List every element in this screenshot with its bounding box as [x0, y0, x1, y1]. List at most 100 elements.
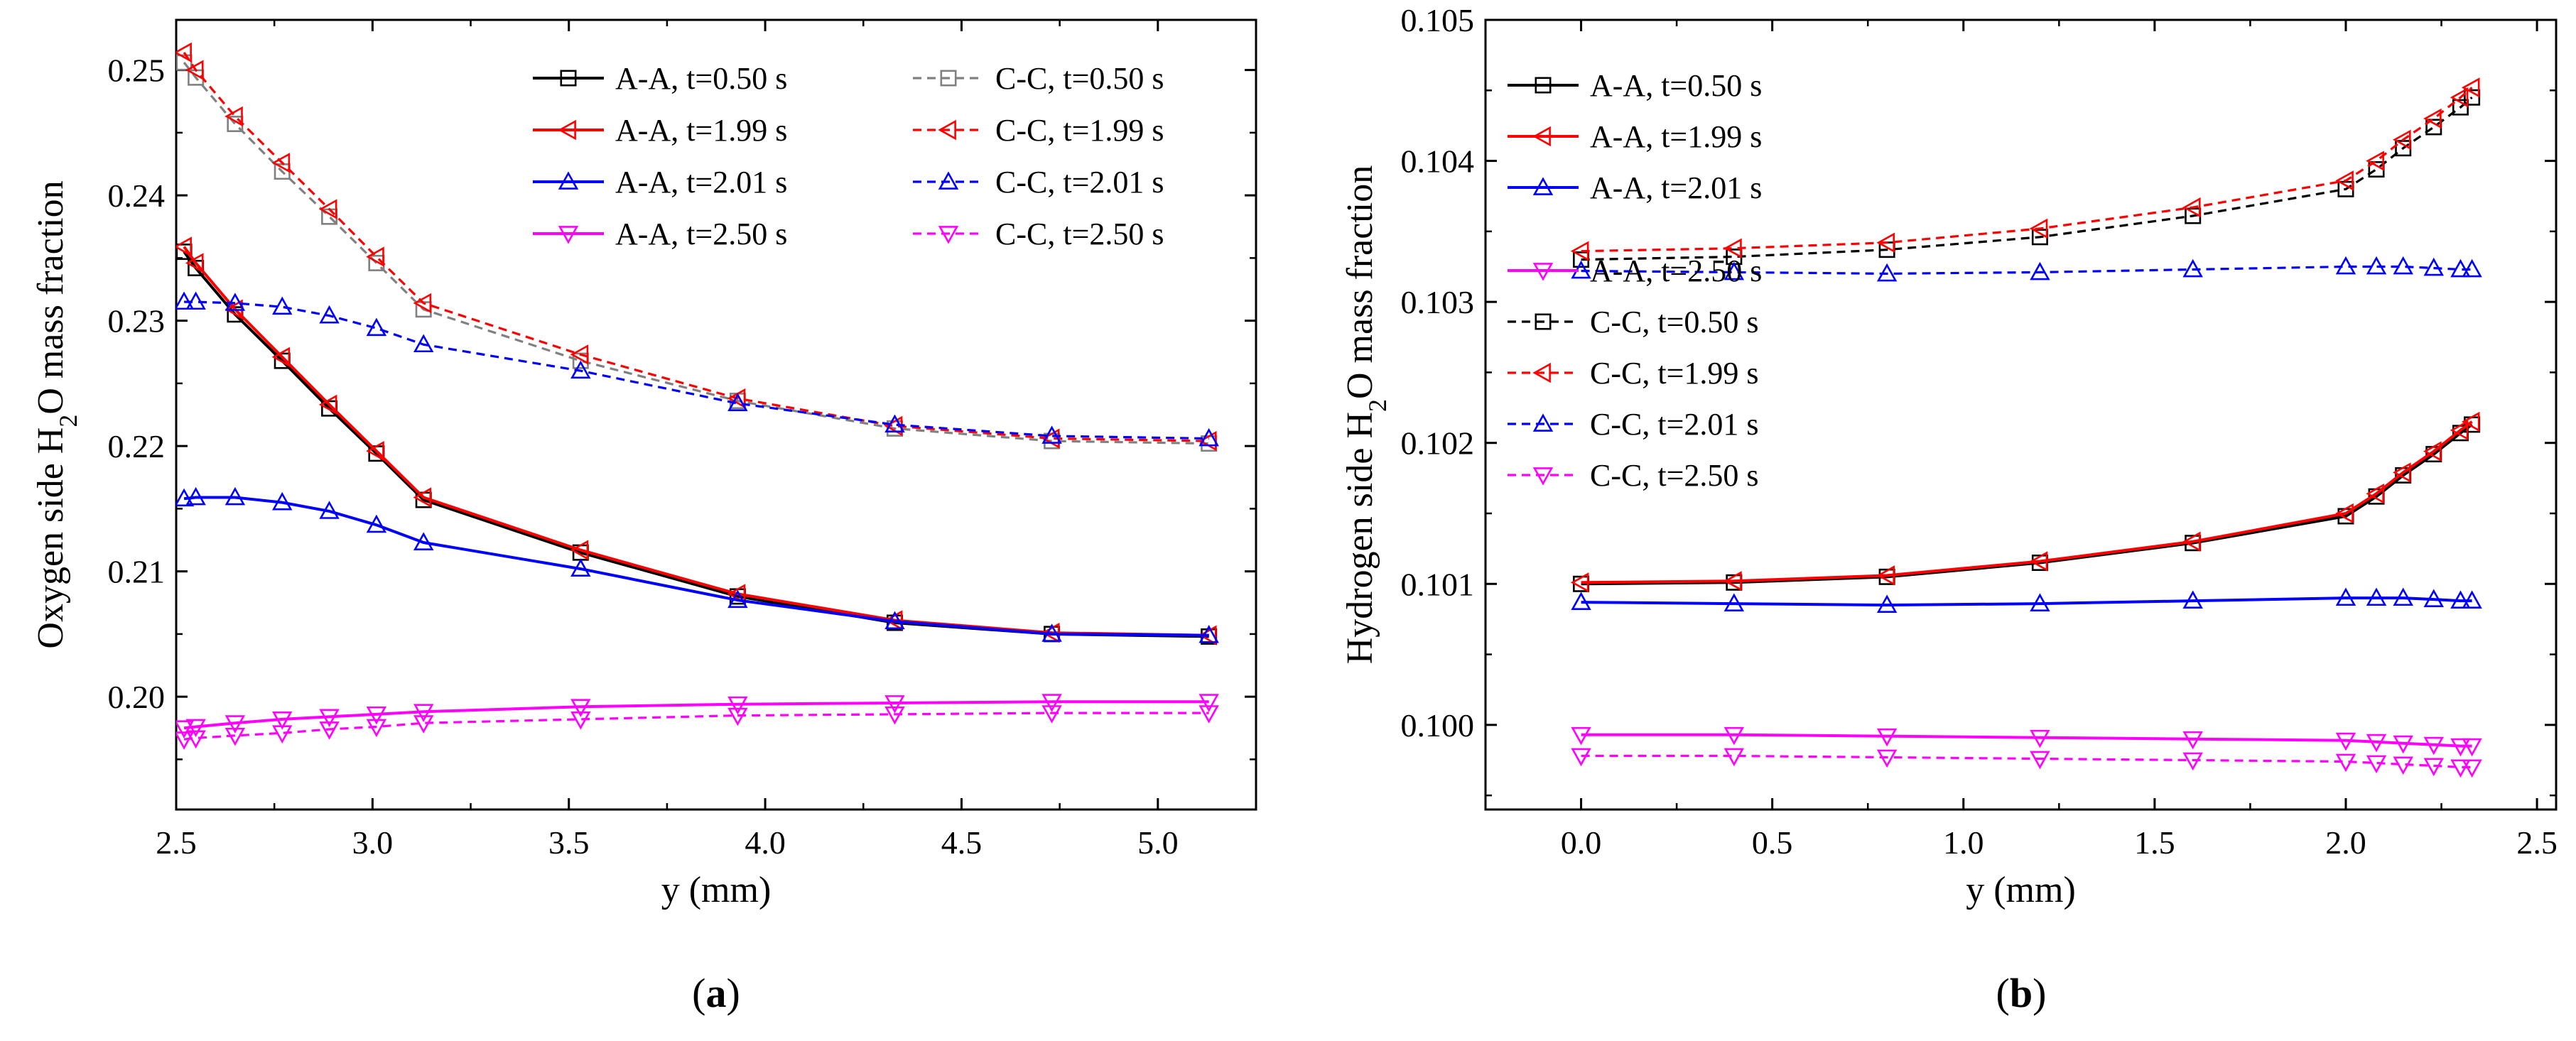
legend-label: A-A, t=2.01 s — [615, 165, 787, 200]
y-tick-label: 0.22 — [108, 428, 166, 464]
legend-item-2: A-A, t=1.99 s — [1508, 119, 1762, 154]
data-point — [2462, 759, 2482, 778]
x-tick-label: 3.5 — [548, 824, 590, 861]
data-point — [2182, 590, 2203, 609]
legend-marker — [1532, 467, 1554, 486]
data-point — [2182, 752, 2203, 771]
data-point — [224, 727, 246, 746]
y-tick-label: 0.102 — [1401, 425, 1475, 462]
data-point — [570, 360, 591, 379]
data-point — [1041, 705, 1062, 724]
data-point — [2423, 736, 2444, 756]
legend-label: A-A, t=2.50 s — [1590, 254, 1762, 288]
series-line — [183, 496, 1209, 637]
legend-marker — [1532, 177, 1554, 195]
data-point — [2335, 753, 2356, 773]
series-line — [1581, 420, 2473, 584]
data-point — [570, 540, 589, 560]
data-point — [319, 501, 340, 519]
data-point — [2182, 197, 2201, 218]
y-tick-label: 0.103 — [1401, 284, 1475, 320]
legend-label: C-C, t=0.50 s — [995, 61, 1164, 96]
legend-item-2: A-A, t=1.99 s — [533, 113, 787, 148]
data-point — [185, 253, 204, 273]
data-point — [2450, 87, 2469, 108]
data-point — [884, 695, 905, 714]
data-point — [727, 388, 746, 409]
legend-marker — [1532, 263, 1554, 281]
legend-item-6: C-C, t=1.99 s — [913, 113, 1164, 148]
series-line — [1581, 96, 2473, 261]
data-point — [1571, 726, 1591, 746]
y-tick-label: 0.101 — [1401, 566, 1475, 602]
legend-item-6: C-C, t=1.99 s — [1508, 356, 1759, 391]
data-point — [413, 704, 434, 723]
data-point — [1041, 623, 1062, 642]
data-point — [271, 153, 291, 173]
y-tick-label: 0.100 — [1401, 707, 1475, 743]
data-point — [319, 305, 340, 324]
data-point — [272, 725, 293, 744]
x-tick-label: 2.0 — [2325, 824, 2366, 861]
legend-label: C-C, t=1.99 s — [1590, 356, 1759, 391]
data-point — [1723, 571, 1742, 592]
x-tick-label: 1.0 — [1943, 824, 1984, 861]
data-point — [2393, 735, 2413, 754]
data-point — [413, 487, 432, 508]
data-point — [1198, 624, 1219, 643]
data-point — [1723, 748, 1745, 767]
y-tick-label: 0.104 — [1401, 143, 1475, 180]
y-axis-label: Oxygen side H2O mass fraction — [31, 180, 82, 648]
data-point — [1876, 749, 1898, 768]
data-point — [185, 60, 204, 80]
series-2 — [1570, 411, 2480, 593]
legend-label: A-A, t=0.50 s — [615, 61, 787, 96]
data-point — [2393, 129, 2411, 150]
data-point — [570, 558, 591, 577]
data-point — [2393, 256, 2413, 275]
data-point — [2182, 731, 2203, 750]
series-line — [183, 712, 1209, 741]
data-point — [176, 291, 195, 310]
data-point — [884, 706, 905, 725]
legend-item-4: A-A, t=2.50 s — [1508, 254, 1762, 288]
data-point — [185, 730, 206, 749]
legend: A-A, t=0.50 s A-A, t=1.99 s A-A, t=2.01 s A… — [533, 61, 1164, 251]
legend-item-8: C-C, t=2.50 s — [913, 217, 1164, 251]
x-axis-label: y (mm) — [1966, 870, 2076, 910]
data-point — [727, 393, 748, 412]
x-tick-label: 4.5 — [941, 824, 983, 861]
data-point — [1571, 748, 1591, 767]
legend-label: A-A, t=1.99 s — [1590, 119, 1762, 154]
data-point — [2423, 441, 2442, 462]
data-point — [1723, 261, 1745, 280]
legend-label: C-C, t=2.01 s — [1590, 407, 1759, 442]
data-point — [2393, 462, 2411, 483]
legend-label: A-A, t=2.50 s — [615, 217, 787, 251]
data-point — [2366, 587, 2387, 606]
series-7 — [1571, 256, 2482, 282]
legend-marker — [560, 70, 577, 87]
data-point — [1876, 232, 1895, 253]
x-tick-label: 3.0 — [352, 824, 394, 861]
data-point — [319, 721, 340, 740]
plot-frame — [175, 18, 1257, 811]
x-tick-label: 0.5 — [1752, 824, 1793, 861]
data-point — [2335, 503, 2354, 524]
data-point — [176, 42, 192, 63]
data-point — [2393, 756, 2413, 775]
data-point — [727, 589, 748, 609]
data-point — [2450, 759, 2471, 778]
data-point — [185, 486, 206, 506]
data-point — [727, 584, 746, 604]
data-point — [318, 394, 337, 415]
data-point — [1570, 572, 1589, 593]
data-point — [1198, 427, 1219, 447]
legend-marker — [558, 226, 579, 244]
series-line — [183, 246, 1209, 637]
data-point — [366, 440, 384, 462]
data-point — [176, 488, 195, 507]
data-point — [2030, 261, 2050, 280]
legend-item-5: C-C, t=0.50 s — [913, 61, 1164, 96]
legend: A-A, t=0.50 s A-A, t=1.99 s A-A, t=2.01 s A… — [1508, 68, 1762, 493]
